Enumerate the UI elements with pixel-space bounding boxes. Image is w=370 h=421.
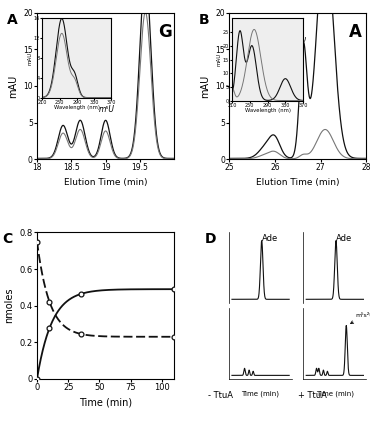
X-axis label: Elution Time (min): Elution Time (min) [64,178,147,187]
Text: + TtuA: + TtuA [298,391,327,400]
Text: D: D [204,232,216,246]
Text: m⁵s²U: m⁵s²U [286,37,307,43]
Text: B: B [199,13,209,27]
Text: C: C [3,232,13,246]
Text: m⁵U: m⁵U [99,104,115,114]
X-axis label: Time (min): Time (min) [79,397,132,408]
X-axis label: Time (min): Time (min) [316,390,354,397]
Text: Ade: Ade [262,234,278,243]
Y-axis label: mAU: mAU [200,74,210,98]
Text: A: A [7,13,17,27]
Text: m⁵s²U: m⁵s²U [351,313,370,323]
X-axis label: Elution Time (min): Elution Time (min) [256,178,339,187]
X-axis label: Time (min): Time (min) [242,390,280,397]
Text: Ade: Ade [336,234,352,243]
Text: A: A [349,23,362,41]
Y-axis label: mAU: mAU [8,74,18,98]
Text: - TtuA: - TtuA [208,391,233,400]
Y-axis label: nmoles: nmoles [4,288,14,323]
Text: G: G [158,23,171,41]
